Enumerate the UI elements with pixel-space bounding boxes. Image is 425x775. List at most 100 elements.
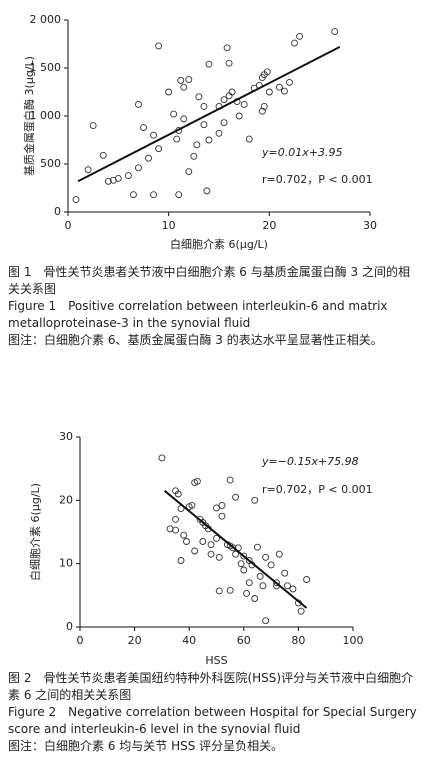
data-point bbox=[220, 96, 228, 104]
data-point bbox=[280, 87, 288, 95]
data-point bbox=[232, 550, 240, 558]
y-tick-label: 30 bbox=[59, 430, 73, 443]
y-tick-label: 0 bbox=[66, 620, 73, 633]
data-point bbox=[205, 136, 213, 144]
data-point bbox=[213, 504, 220, 512]
data-point bbox=[226, 586, 234, 594]
y-axis-label: 白细胞介素 6(μg/L) bbox=[28, 483, 42, 581]
data-point bbox=[193, 477, 201, 485]
x-tick-label: 100 bbox=[343, 634, 364, 647]
data-point bbox=[185, 76, 193, 83]
data-point bbox=[262, 617, 270, 625]
data-point bbox=[166, 525, 174, 533]
data-point bbox=[174, 490, 182, 498]
data-point bbox=[240, 566, 248, 574]
x-tick-label: 20 bbox=[262, 219, 276, 232]
data-point bbox=[84, 166, 92, 174]
caption-en: Figure 2 Negative correlation between Ho… bbox=[8, 705, 417, 736]
data-point bbox=[158, 454, 166, 462]
figure-1-chart: 0 500 1 000 1 500 2 000 0 10 20 30 白细胞介素 6(μg/L) 基… bbox=[22, 13, 377, 251]
data-point bbox=[265, 88, 273, 96]
data-point bbox=[99, 151, 107, 159]
data-point bbox=[165, 88, 173, 96]
x-tick-label: 80 bbox=[291, 634, 305, 647]
y-tick-label: 2 000 bbox=[30, 13, 62, 26]
data-point bbox=[256, 572, 264, 580]
data-point bbox=[275, 83, 283, 91]
data-point bbox=[173, 135, 181, 143]
data-point bbox=[135, 164, 142, 172]
data-point bbox=[213, 534, 220, 542]
data-point bbox=[218, 501, 226, 509]
data-point bbox=[129, 191, 137, 199]
data-point bbox=[185, 168, 193, 176]
data-point bbox=[267, 561, 275, 569]
equation: y=0.01x+3.95 bbox=[261, 146, 342, 159]
data-point bbox=[331, 28, 339, 35]
data-point bbox=[190, 152, 198, 160]
data-point bbox=[296, 32, 303, 40]
data-point bbox=[195, 93, 203, 101]
y-tick-label: 0 bbox=[54, 205, 61, 218]
data-point bbox=[170, 110, 178, 118]
x-tick-label: 0 bbox=[65, 219, 72, 232]
data-point bbox=[254, 543, 261, 551]
y-tick-label: 10 bbox=[59, 557, 73, 570]
data-point bbox=[180, 115, 188, 123]
data-point bbox=[228, 88, 236, 96]
y-tick-label: 1 500 bbox=[30, 61, 62, 74]
data-point bbox=[175, 191, 183, 199]
data-point bbox=[89, 122, 97, 130]
data-point bbox=[243, 589, 250, 597]
data-point bbox=[297, 607, 305, 615]
x-tick-label: 20 bbox=[128, 634, 142, 647]
data-point bbox=[237, 560, 245, 568]
data-point bbox=[235, 112, 243, 120]
data-point bbox=[263, 68, 271, 76]
data-point bbox=[245, 135, 253, 143]
data-point bbox=[205, 60, 213, 68]
data-point bbox=[150, 131, 158, 139]
figure-1-caption: 图 1 骨性关节炎患者关节液中白细胞介素 6 与基质金属蛋白酶 3 之间的相关关… bbox=[8, 264, 418, 349]
y-axis-label: 基质金属蛋白酶 3(μg/L) bbox=[22, 56, 36, 176]
data-point bbox=[218, 512, 226, 520]
x-axis-label: HSS bbox=[205, 654, 227, 667]
data-point bbox=[180, 531, 188, 539]
data-point bbox=[145, 154, 152, 162]
data-point bbox=[245, 579, 253, 587]
data-point bbox=[193, 141, 201, 149]
data-point bbox=[207, 550, 215, 558]
data-point bbox=[260, 102, 268, 110]
data-point bbox=[291, 39, 298, 47]
data-point bbox=[188, 501, 196, 509]
data-point bbox=[215, 129, 223, 137]
data-point bbox=[191, 547, 199, 555]
caption-zh: 图 2 骨性关节炎患者美国纽约特种外科医院(HSS)评分与关节液中白细胞介素 6… bbox=[8, 671, 414, 702]
data-point bbox=[259, 582, 267, 590]
caption-note: 图注：白细胞介素 6 均与关节 HSS 评分呈负相关。 bbox=[8, 739, 284, 753]
y-tick-label: 20 bbox=[59, 493, 73, 506]
data-point bbox=[199, 538, 207, 545]
data-point bbox=[72, 196, 80, 203]
data-point bbox=[303, 576, 311, 583]
data-point bbox=[226, 476, 234, 484]
data-point bbox=[225, 59, 233, 67]
data-point bbox=[273, 579, 281, 587]
data-point bbox=[124, 172, 132, 179]
data-point bbox=[262, 553, 270, 561]
data-point bbox=[223, 44, 231, 52]
data-point bbox=[220, 119, 228, 127]
data-point bbox=[150, 191, 158, 199]
data-point bbox=[183, 538, 190, 545]
data-point bbox=[135, 101, 142, 108]
x-tick-label: 0 bbox=[77, 634, 84, 647]
data-point bbox=[251, 496, 259, 504]
statistics: r=0.702，P < 0.001 bbox=[262, 173, 373, 186]
figure-2-caption: 图 2 骨性关节炎患者美国纽约特种外科医院(HSS)评分与关节液中白细胞介素 6… bbox=[8, 670, 418, 755]
data-point bbox=[215, 587, 223, 595]
data-point bbox=[281, 569, 289, 577]
data-point bbox=[177, 77, 185, 84]
data-point bbox=[140, 124, 147, 131]
x-tick-label: 60 bbox=[237, 634, 251, 647]
statistics: r=0.702，P < 0.001 bbox=[262, 483, 373, 496]
